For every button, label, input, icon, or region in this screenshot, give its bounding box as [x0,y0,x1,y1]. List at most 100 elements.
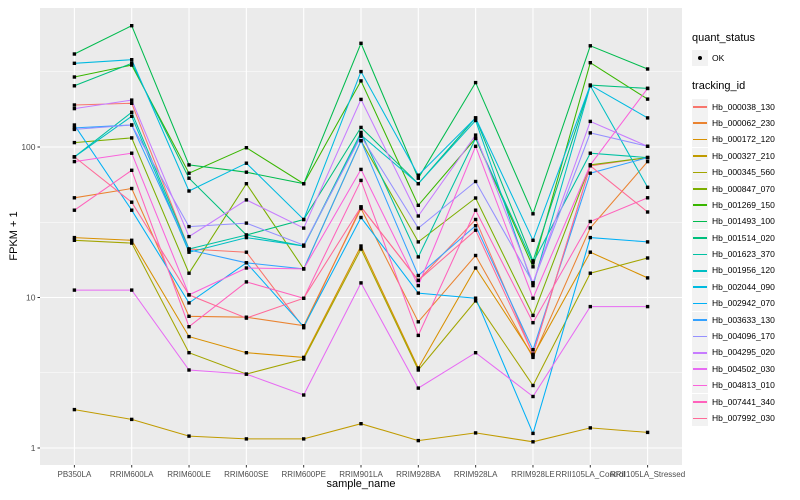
x-axis-title: sample_name [326,478,396,490]
data-point [473,228,478,232]
legend-label-tracking: Hb_001269_150 [712,199,775,210]
data-point [588,304,592,309]
data-point [72,75,77,79]
series-line-icon [693,269,707,272]
data-point [130,136,134,140]
data-point [72,196,77,200]
data-point [473,224,478,228]
data-point [531,348,535,352]
data-point [244,250,249,254]
data-point [244,372,249,376]
legend-label-tracking: Hb_000345_560 [712,167,775,178]
data-point [72,235,77,240]
legend-key-swatch [692,377,708,394]
data-point [531,238,535,242]
data-point [416,438,420,443]
data-point [473,118,478,123]
legend-label-tracking: Hb_001623_370 [712,249,775,260]
data-point [244,261,249,265]
data-point [645,240,650,244]
legend-key-swatch [692,328,708,345]
legend-key-swatch [692,114,708,131]
data-point [187,351,191,355]
series-line-icon [693,384,707,387]
legend-key-swatch [692,147,708,164]
y-tick-label: 1 [31,443,36,453]
data-point [130,123,134,127]
legend-item-tracking: Hb_002942_070 [692,295,798,312]
legend-label-tracking: Hb_004295_020 [712,347,775,358]
legend-label-tracking: Hb_004813_010 [712,380,775,391]
data-point [359,205,363,209]
data-point [72,288,77,292]
data-point [187,224,191,229]
data-point [130,151,134,155]
data-point [244,146,249,150]
legend-item-tracking: Hb_004295_020 [692,344,798,361]
legend-item-tracking: Hb_007992_030 [692,410,798,426]
data-point [473,116,478,120]
data-point [359,215,363,220]
data-point [359,422,363,426]
data-point [416,368,420,372]
data-point [416,278,420,283]
series-line-icon [693,319,707,321]
data-point [187,189,191,193]
data-point [359,69,363,74]
data-point [72,52,77,56]
x-tick-label: RRIM600PE [281,470,325,479]
data-point [531,383,535,388]
legend-label-ok: OK [712,53,725,64]
x-tick-label: RRII105LA_Control [556,470,626,479]
data-point [359,167,363,172]
legend-key-swatch [692,180,708,197]
data-point [473,179,478,184]
data-point [473,133,478,137]
data-point [130,110,134,114]
data-point [588,164,592,168]
data-point [72,407,77,412]
data-point [473,431,478,435]
legend-item-tracking: Hb_004096_170 [692,328,798,345]
legend-key-swatch [692,344,708,361]
data-point [531,394,535,399]
legend-label-tracking: Hb_001956_120 [712,265,775,276]
data-point [416,273,420,278]
data-point [359,79,363,83]
data-point [588,119,592,124]
legend-label-tracking: Hb_003633_130 [712,314,775,325]
data-point [359,125,363,130]
data-point [531,313,535,318]
data-point [645,210,650,214]
data-point [244,351,249,355]
data-point [588,44,592,48]
series-line-icon [693,401,707,403]
legend-key-swatch [692,278,708,295]
series-line-icon [693,417,707,420]
legend-key-swatch [692,262,708,279]
data-point [416,255,420,259]
x-tick-label: RRIM901LA [339,470,383,479]
data-point [187,314,191,318]
data-point [416,291,420,295]
data-point [359,130,363,135]
data-point [473,351,478,355]
legend-item-tracking: Hb_001514_020 [692,229,798,246]
y-axis-title: FPKM + 1 [8,211,20,261]
data-point [187,334,191,339]
data-point [531,281,535,285]
x-tick-label: RRII105LA_Stressed [610,470,685,479]
data-point [588,271,592,275]
data-point [187,325,191,329]
data-point [187,234,191,239]
data-point [416,182,420,186]
data-point [130,63,134,67]
data-point [473,144,478,148]
legend-key-swatch [692,98,708,115]
data-point [416,173,420,177]
data-point [645,276,650,280]
legend-key-swatch [692,213,708,230]
data-point [473,299,478,303]
data-point [302,243,306,247]
data-point [72,61,77,65]
